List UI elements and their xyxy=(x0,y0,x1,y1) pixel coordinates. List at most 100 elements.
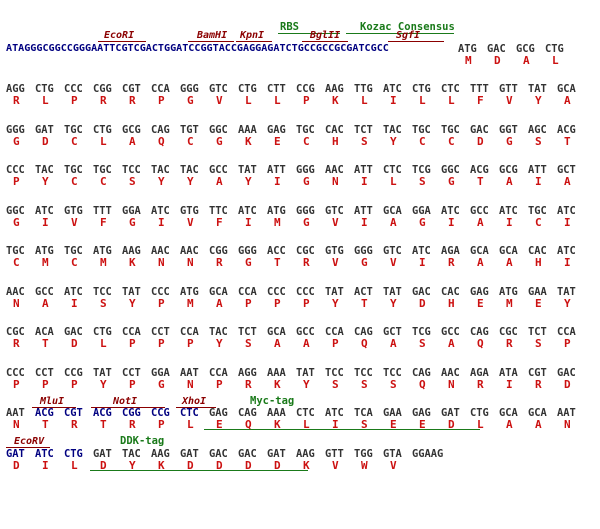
aa-r9-4: Y xyxy=(129,459,136,472)
aa-r5-10: P xyxy=(303,297,310,310)
aa-r8-14: E xyxy=(419,418,426,431)
aa-r5-5: P xyxy=(158,297,165,310)
codon-r7-9: AAA xyxy=(267,367,286,379)
codon-r8-0: AAT xyxy=(6,407,25,419)
feature-myc-label: Myc-tag xyxy=(250,395,295,407)
aa-r3-19: I xyxy=(564,216,571,229)
aa-r5-17: M xyxy=(506,297,513,310)
codon-r5-14: GAC xyxy=(412,286,431,298)
codon-r8-10: CTC xyxy=(296,407,315,419)
aa-r5-1: A xyxy=(42,297,49,310)
aa-r5-9: P xyxy=(274,297,281,310)
aa-r4-14: I xyxy=(419,256,426,269)
codon-r5-3: TCC xyxy=(93,286,112,298)
aa-r8-15: D xyxy=(448,418,455,431)
aa-r7-0: P xyxy=(13,378,20,391)
codon-r2-15: GGC xyxy=(441,164,460,176)
codon-r7-15: AAC xyxy=(441,367,460,379)
codon-r6-6: CCA xyxy=(180,326,199,338)
codon-r9-2: CTG xyxy=(64,448,83,460)
aa-h3: L xyxy=(552,54,559,67)
codon-r1-10: TGC xyxy=(296,124,315,136)
aa-r4-15: R xyxy=(448,256,455,269)
aa-r8-3: T xyxy=(100,418,107,431)
aa-r8-13: E xyxy=(390,418,397,431)
aa-r8-4: R xyxy=(129,418,136,431)
aa-r7-6: N xyxy=(187,378,194,391)
aa-r8-0: N xyxy=(13,418,20,431)
codon-r0-11: AAG xyxy=(325,83,344,95)
aa-r8-6: L xyxy=(187,418,194,431)
aa-r6-4: P xyxy=(129,337,136,350)
codon-r7-1: CCT xyxy=(35,367,54,379)
aa-r8-17: A xyxy=(506,418,513,431)
codon-r8-8: CAG xyxy=(238,407,257,419)
codon-r2-12: ATT xyxy=(354,164,373,176)
codon-r4-9: ACC xyxy=(267,245,286,257)
aa-r0-6: G xyxy=(187,94,194,107)
feature-myc-underline xyxy=(204,429,480,430)
codon-r6-18: TCT xyxy=(528,326,547,338)
codon-r2-18: ATT xyxy=(528,164,547,176)
aa-r3-6: V xyxy=(187,216,194,229)
codon-r7-0: CCC xyxy=(6,367,25,379)
aa-r1-8: K xyxy=(245,135,252,148)
aa-r9-1: I xyxy=(42,459,49,472)
aa-r2-1: Y xyxy=(42,175,49,188)
codon-r8-7: GAG xyxy=(209,407,228,419)
aa-r3-18: C xyxy=(535,216,542,229)
aa-r0-13: I xyxy=(390,94,397,107)
aa-r3-14: G xyxy=(419,216,426,229)
aa-r6-16: Q xyxy=(477,337,484,350)
aa-r0-18: Y xyxy=(535,94,542,107)
aa-r2-18: I xyxy=(535,175,542,188)
codon-r8-9: AAA xyxy=(267,407,286,419)
codon-h3: CTG xyxy=(545,43,564,55)
codon-r1-7: GGC xyxy=(209,124,228,136)
aa-r2-7: A xyxy=(216,175,223,188)
aa-r1-17: G xyxy=(506,135,513,148)
codon-r6-16: CAG xyxy=(470,326,489,338)
aa-r7-1: P xyxy=(42,378,49,391)
aa-r1-3: L xyxy=(100,135,107,148)
aa-r0-11: K xyxy=(332,94,339,107)
enzyme-bglii-underline xyxy=(302,41,348,42)
codon-h0: ATG xyxy=(458,43,477,55)
aa-r6-2: D xyxy=(71,337,78,350)
aa-r0-17: V xyxy=(506,94,513,107)
codon-r3-19: ATC xyxy=(557,205,576,217)
aa-r2-8: Y xyxy=(245,175,252,188)
codon-r5-5: CCC xyxy=(151,286,170,298)
aa-r8-18: A xyxy=(535,418,542,431)
aa-r6-8: S xyxy=(245,337,252,350)
aa-r7-17: I xyxy=(506,378,513,391)
codon-r7-13: TCC xyxy=(383,367,402,379)
aa-r9-12: W xyxy=(361,459,368,472)
codon-r1-2: TGC xyxy=(64,124,83,136)
aa-r5-12: T xyxy=(361,297,368,310)
aa-r5-11: Y xyxy=(332,297,339,310)
codon-r1-11: CAC xyxy=(325,124,344,136)
aa-r2-14: S xyxy=(419,175,426,188)
aa-r9-5: K xyxy=(158,459,165,472)
aa-r0-2: P xyxy=(71,94,78,107)
codon-r9-13: GTA xyxy=(383,448,402,460)
codon-h1: GAC xyxy=(487,43,506,55)
aa-r7-15: N xyxy=(448,378,455,391)
codon-r6-3: CTG xyxy=(93,326,112,338)
aa-r8-19: N xyxy=(564,418,571,431)
aa-r7-8: R xyxy=(245,378,252,391)
codon-r2-9: ATT xyxy=(267,164,286,176)
codon-r1-0: GGG xyxy=(6,124,25,136)
codon-r4-18: CAC xyxy=(528,245,547,257)
codon-r7-17: ATA xyxy=(499,367,518,379)
aa-r4-13: V xyxy=(390,256,397,269)
codon-r7-8: AGG xyxy=(238,367,257,379)
codon-r5-2: ATC xyxy=(64,286,83,298)
codon-r5-11: TAT xyxy=(325,286,344,298)
feature-ddk-label: DDK-tag xyxy=(120,435,165,447)
aa-r0-15: L xyxy=(448,94,455,107)
aa-r6-1: T xyxy=(42,337,49,350)
codon-r3-1: ATC xyxy=(35,205,54,217)
